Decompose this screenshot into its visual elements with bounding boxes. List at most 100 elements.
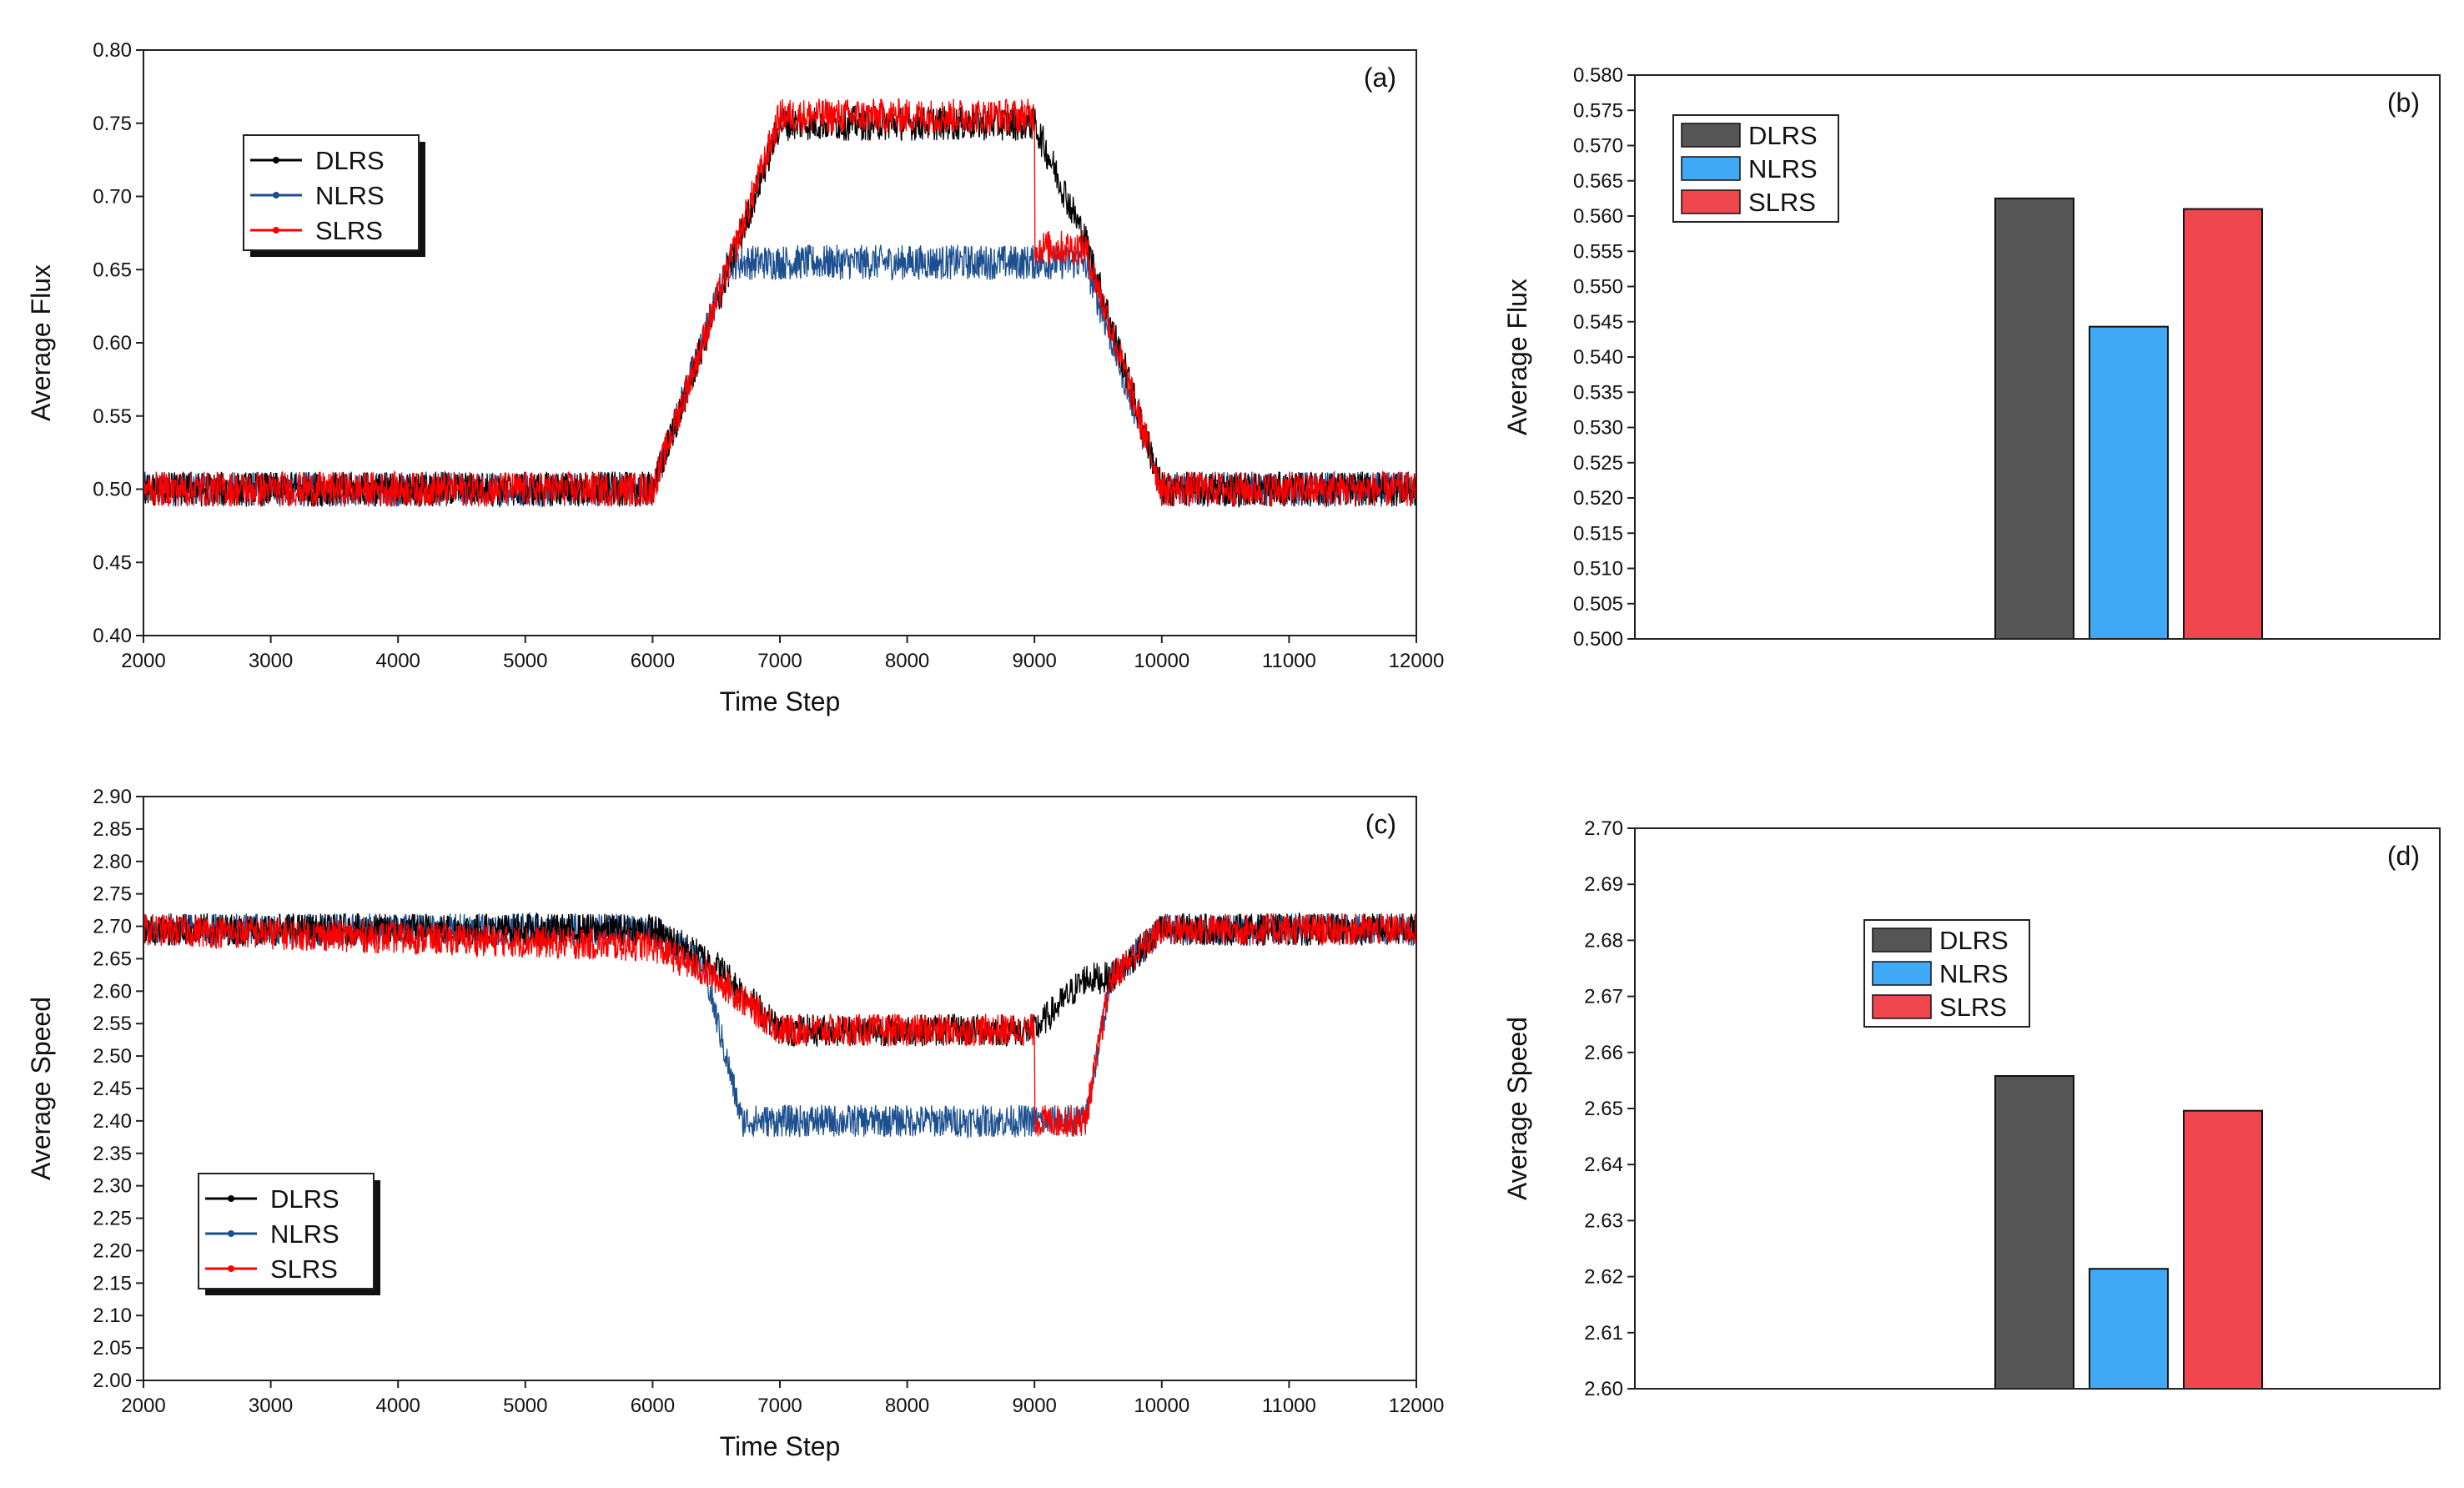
- x-tick-label-c: 3000: [249, 1395, 293, 1417]
- legend-swatch-slrs: [1681, 189, 1741, 214]
- panel-label-d: (d): [2387, 841, 2420, 871]
- y-tick-label-c: 2.60: [93, 980, 132, 1003]
- y-tick-label-b: 0.520: [1573, 487, 1623, 510]
- legend-marker-dlrs: [228, 1195, 234, 1202]
- legend-marker-nlrs: [228, 1230, 234, 1237]
- legend-label-nlrs: NLRS: [1939, 959, 2009, 988]
- legend-swatch-dlrs: [1872, 927, 1932, 953]
- x-tick-label-a: 5000: [503, 650, 547, 672]
- y-axis-title-d: Average Speed: [1502, 1017, 1532, 1200]
- legend-label-dlrs: DLRS: [1939, 926, 2009, 955]
- x-tick-label-a: 12000: [1389, 650, 1445, 672]
- series-line-dlrs: [143, 911, 1416, 1048]
- bar-nlrs: [2089, 1268, 2169, 1390]
- y-tick-label-b: 0.575: [1573, 99, 1623, 122]
- legend-swatch-slrs: [1872, 994, 1932, 1019]
- y-tick-label-c: 2.65: [93, 948, 132, 970]
- legend-swatch-nlrs: [1872, 961, 1932, 986]
- x-axis-title-c: Time Step: [720, 1431, 841, 1461]
- y-tick-label-b: 0.500: [1573, 628, 1623, 651]
- y-tick-label-c: 2.20: [93, 1239, 132, 1262]
- y-tick-label-b: 0.530: [1573, 417, 1623, 440]
- legend-label-slrs: SLRS: [1939, 993, 2007, 1022]
- y-tick-label-b: 0.540: [1573, 346, 1623, 369]
- y-axis-title-b: Average Flux: [1502, 279, 1532, 435]
- legend-marker-slrs: [228, 1265, 234, 1272]
- bar-dlrs: [1994, 197, 2074, 640]
- x-tick-label-a: 3000: [249, 650, 293, 672]
- y-tick-label-d: 2.66: [1584, 1042, 1623, 1064]
- y-tick-label-b: 0.505: [1573, 593, 1623, 616]
- y-tick-label-c: 2.75: [93, 883, 132, 906]
- y-tick-label-a: 0.45: [93, 551, 132, 574]
- y-tick-label-b: 0.555: [1573, 240, 1623, 263]
- y-tick-label-c: 2.90: [93, 786, 132, 808]
- panel-label-a: (a): [1364, 63, 1396, 93]
- x-axis-title-a: Time Step: [720, 686, 841, 716]
- legend-label-slrs: SLRS: [315, 216, 383, 245]
- legend-label-dlrs: DLRS: [1748, 121, 1818, 150]
- y-tick-label-c: 2.35: [93, 1143, 132, 1165]
- x-tick-label-c: 5000: [503, 1395, 547, 1417]
- y-tick-label-a: 0.75: [93, 113, 132, 135]
- y-tick-label-b: 0.570: [1573, 135, 1623, 158]
- legend-label-nlrs: NLRS: [270, 1219, 339, 1249]
- y-tick-label-a: 0.65: [93, 259, 132, 281]
- panel-label-b: (b): [2387, 88, 2420, 118]
- legend-marker-dlrs: [273, 157, 279, 163]
- y-tick-label-c: 2.10: [93, 1305, 132, 1327]
- x-tick-label-c: 2000: [121, 1395, 165, 1417]
- legend-label-nlrs: NLRS: [1748, 154, 1818, 183]
- legend-label-slrs: SLRS: [270, 1254, 338, 1284]
- y-tick-label-c: 2.80: [93, 851, 132, 873]
- y-tick-label-c: 2.15: [93, 1272, 132, 1294]
- y-tick-label-b: 0.560: [1573, 205, 1623, 228]
- y-tick-label-c: 2.70: [93, 916, 132, 938]
- y-tick-label-c: 2.85: [93, 818, 132, 841]
- x-tick-label-c: 12000: [1389, 1395, 1445, 1417]
- y-tick-label-a: 0.60: [93, 332, 132, 354]
- y-tick-label-d: 2.60: [1584, 1378, 1623, 1400]
- y-tick-label-b: 0.580: [1573, 64, 1623, 87]
- series-line-slrs: [143, 98, 1416, 507]
- chart-b: (b) 0.500 0.505 0.510 0.515 0.520 0.525 0.530 0.…: [1502, 64, 2441, 651]
- y-tick-label-d: 2.67: [1584, 986, 1623, 1008]
- y-tick-label-c: 2.05: [93, 1337, 132, 1360]
- x-tick-label-a: 7000: [757, 650, 802, 672]
- x-tick-label-c: 9000: [1013, 1395, 1057, 1417]
- legend-marker-slrs: [273, 227, 279, 234]
- panel-label-c: (c): [1365, 809, 1396, 839]
- x-tick-label-a: 11000: [1262, 650, 1316, 672]
- y-tick-label-a: 0.70: [93, 186, 132, 209]
- x-tick-label-a: 8000: [885, 650, 929, 672]
- x-tick-label-c: 11000: [1262, 1395, 1316, 1417]
- y-tick-label-b: 0.525: [1573, 452, 1623, 475]
- y-tick-label-b: 0.565: [1573, 170, 1623, 193]
- legend-label-dlrs: DLRS: [315, 146, 385, 175]
- y-tick-label-d: 2.69: [1584, 873, 1623, 896]
- bar-dlrs: [1994, 1075, 2074, 1390]
- y-tick-label-c: 2.55: [93, 1013, 132, 1035]
- chart-a: (a) 0.40 0.45 0.50 0.55 0.60 0.65 0.70 0.75 0.80 A…: [26, 39, 1444, 716]
- y-axis-title-a: Average Flux: [26, 264, 56, 421]
- y-tick-label-b: 0.550: [1573, 276, 1623, 299]
- x-tick-label-a: 6000: [631, 650, 675, 672]
- y-tick-label-d: 2.63: [1584, 1209, 1623, 1232]
- x-tick-label-c: 10000: [1134, 1395, 1189, 1417]
- legend-box-a: [243, 134, 420, 251]
- x-tick-label-a: 2000: [121, 650, 165, 672]
- series-line-slrs: [143, 912, 1416, 1138]
- x-tick-label-c: 8000: [885, 1395, 929, 1417]
- y-tick-label-a: 0.80: [93, 39, 132, 62]
- y-tick-label-b: 0.510: [1573, 558, 1623, 581]
- y-tick-label-a: 0.50: [93, 479, 132, 501]
- bar-slrs: [2183, 208, 2263, 641]
- y-tick-label-b: 0.515: [1573, 522, 1623, 545]
- chart-c: (c) 2.00 2.05 2.10 2.15 2.20 2.25 2.30 2.35 2.40 2…: [26, 786, 1444, 1461]
- legend-label-nlrs: NLRS: [315, 181, 385, 210]
- y-tick-label-a: 0.55: [93, 405, 132, 428]
- y-tick-label-d: 2.62: [1584, 1266, 1623, 1289]
- y-tick-label-d: 2.61: [1584, 1322, 1623, 1345]
- y-tick-label-d: 2.65: [1584, 1098, 1623, 1120]
- x-tick-label-c: 4000: [376, 1395, 420, 1417]
